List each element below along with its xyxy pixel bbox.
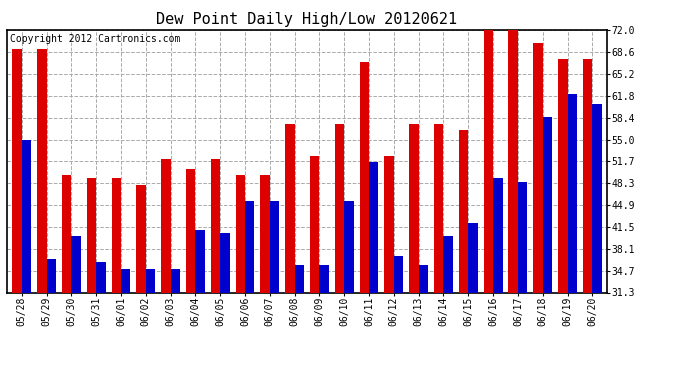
Bar [220, 233, 230, 375]
Bar [369, 162, 379, 375]
Bar [245, 201, 255, 375]
Bar [260, 175, 270, 375]
Bar [310, 156, 319, 375]
Bar [459, 130, 469, 375]
Bar [112, 178, 121, 375]
Bar [47, 259, 56, 375]
Bar [195, 230, 205, 375]
Bar [434, 123, 444, 375]
Bar [37, 50, 47, 375]
Bar [161, 159, 170, 375]
Bar [96, 262, 106, 375]
Bar [235, 175, 245, 375]
Bar [558, 59, 567, 375]
Bar [533, 43, 543, 375]
Bar [319, 266, 329, 375]
Bar [592, 104, 602, 375]
Bar [394, 256, 403, 375]
Bar [583, 59, 592, 375]
Bar [22, 140, 31, 375]
Bar [71, 236, 81, 375]
Bar [344, 201, 354, 375]
Bar [444, 236, 453, 375]
Bar [270, 201, 279, 375]
Bar [384, 156, 394, 375]
Text: Copyright 2012 Cartronics.com: Copyright 2012 Cartronics.com [10, 34, 180, 44]
Bar [211, 159, 220, 375]
Bar [137, 185, 146, 375]
Bar [295, 266, 304, 375]
Bar [285, 123, 295, 375]
Bar [543, 117, 552, 375]
Bar [186, 169, 195, 375]
Bar [484, 30, 493, 375]
Bar [170, 268, 180, 375]
Bar [469, 224, 477, 375]
Bar [518, 182, 527, 375]
Bar [12, 50, 22, 375]
Bar [409, 123, 419, 375]
Bar [493, 178, 502, 375]
Bar [419, 266, 428, 375]
Bar [567, 94, 577, 375]
Bar [87, 178, 96, 375]
Bar [121, 268, 130, 375]
Title: Dew Point Daily High/Low 20120621: Dew Point Daily High/Low 20120621 [157, 12, 457, 27]
Bar [62, 175, 71, 375]
Bar [146, 268, 155, 375]
Bar [335, 123, 344, 375]
Bar [509, 30, 518, 375]
Bar [359, 62, 369, 375]
